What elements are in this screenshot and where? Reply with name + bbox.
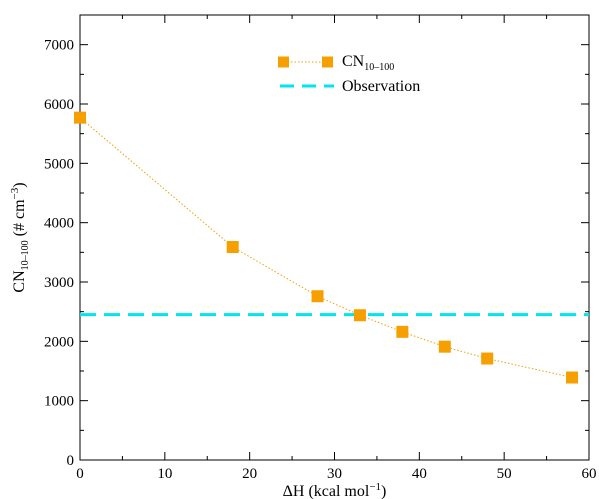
legend-series-label: CN10–100 bbox=[342, 53, 394, 73]
x-tick-label: 40 bbox=[412, 466, 427, 482]
data-point bbox=[566, 371, 579, 384]
x-axis-label: ΔH (kcal mol−1) bbox=[283, 481, 387, 499]
series bbox=[74, 111, 589, 384]
data-point bbox=[74, 111, 86, 124]
y-tick-label: 1000 bbox=[44, 394, 74, 410]
tick-marks bbox=[79, 14, 590, 461]
tick-labels: 0 10 20 30 40 50 60 0 1000 2000 3000 4000 5000 6000 70… bbox=[44, 38, 597, 482]
x-tick-label: 20 bbox=[242, 466, 257, 482]
legend-entry-observation: Observation bbox=[280, 78, 420, 95]
y-axis-label: CN10–100 (# cm−3) bbox=[9, 182, 31, 292]
x-tick-label: 60 bbox=[582, 466, 597, 482]
x-tick-label: 10 bbox=[157, 466, 172, 482]
y-tick-label: 5000 bbox=[44, 156, 74, 172]
legend-entry-series: CN10–100 bbox=[278, 53, 394, 73]
data-point bbox=[226, 240, 239, 253]
series-line bbox=[79, 117, 573, 379]
y-tick-label: 3000 bbox=[44, 275, 74, 291]
y-tick-label: 2000 bbox=[44, 334, 74, 350]
y-tick-label: 6000 bbox=[44, 97, 74, 113]
legend-observation-label: Observation bbox=[342, 78, 420, 95]
data-point bbox=[438, 340, 451, 353]
data-point bbox=[396, 325, 409, 338]
y-tick-label: 0 bbox=[67, 453, 75, 469]
data-point bbox=[481, 352, 494, 365]
legend-series-marker bbox=[278, 56, 289, 68]
legend: CN10–100 Observation bbox=[278, 53, 420, 95]
y-tick-label: 4000 bbox=[44, 216, 74, 232]
legend-series-marker bbox=[322, 56, 333, 68]
data-point bbox=[311, 290, 324, 303]
x-tick-label: 50 bbox=[497, 466, 512, 482]
data-point bbox=[353, 309, 366, 322]
y-tick-label: 7000 bbox=[44, 38, 74, 54]
plot-frame bbox=[79, 14, 590, 461]
x-tick-label: 0 bbox=[76, 466, 84, 482]
axes bbox=[79, 14, 590, 461]
x-tick-label: 30 bbox=[327, 466, 342, 482]
